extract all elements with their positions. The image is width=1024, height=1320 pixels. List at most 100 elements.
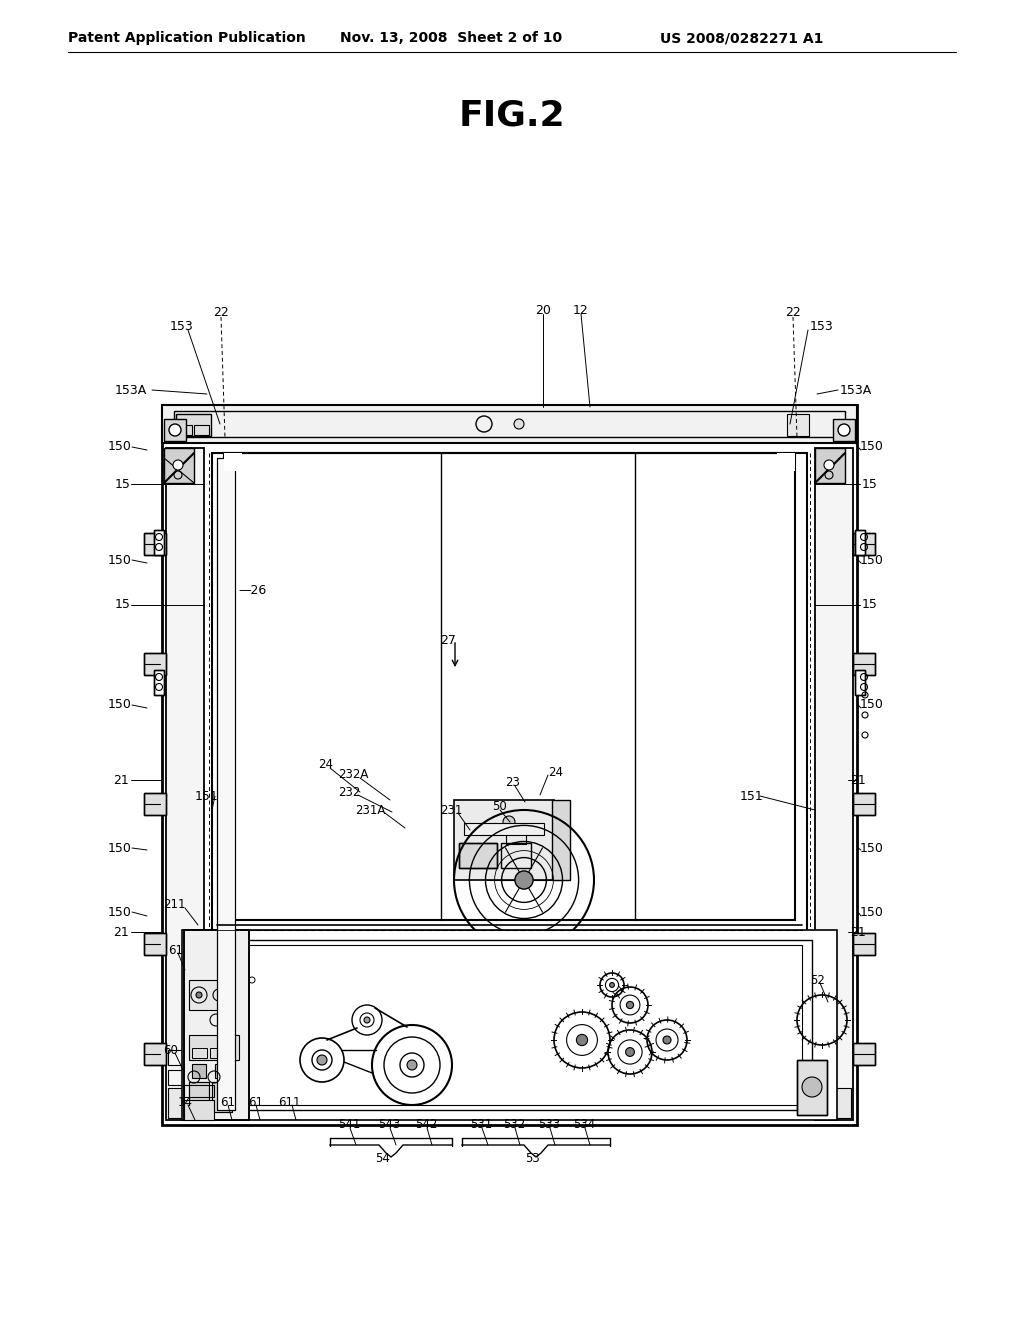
- Text: 150: 150: [108, 906, 132, 919]
- Text: 61: 61: [220, 1096, 234, 1109]
- Bar: [207, 940, 812, 1110]
- Text: 150: 150: [860, 842, 884, 854]
- Text: 150: 150: [860, 698, 884, 711]
- Circle shape: [196, 993, 202, 998]
- Bar: [144, 1043, 166, 1065]
- Bar: [459, 843, 497, 869]
- Bar: [154, 671, 164, 696]
- Text: 50: 50: [492, 800, 507, 813]
- Text: 60: 60: [163, 1044, 178, 1056]
- Text: FIG.2: FIG.2: [459, 98, 565, 132]
- Bar: [154, 531, 164, 554]
- Bar: [144, 533, 166, 554]
- Text: 150: 150: [108, 553, 132, 566]
- Bar: [154, 671, 164, 696]
- Bar: [855, 531, 865, 554]
- Bar: [217, 945, 802, 1105]
- Circle shape: [364, 1016, 370, 1023]
- Bar: [194, 425, 209, 436]
- Bar: [224, 453, 242, 471]
- Bar: [853, 793, 874, 814]
- Text: 153A: 153A: [115, 384, 147, 396]
- Bar: [501, 843, 531, 869]
- Bar: [144, 533, 166, 554]
- Bar: [189, 979, 229, 1010]
- Bar: [144, 793, 166, 814]
- Bar: [459, 843, 497, 869]
- Bar: [189, 1082, 209, 1111]
- Text: 531: 531: [470, 1118, 493, 1131]
- Bar: [853, 793, 874, 814]
- Bar: [853, 1043, 874, 1065]
- Circle shape: [663, 1036, 671, 1044]
- Circle shape: [626, 1048, 635, 1056]
- Bar: [817, 1088, 851, 1118]
- Text: 534: 534: [573, 1118, 595, 1131]
- Text: 211: 211: [163, 899, 185, 912]
- Text: 53: 53: [525, 1151, 541, 1164]
- Text: —26: —26: [238, 583, 266, 597]
- Bar: [215, 1064, 229, 1078]
- Circle shape: [317, 1055, 327, 1065]
- Bar: [454, 800, 554, 880]
- Text: 150: 150: [108, 842, 132, 854]
- Circle shape: [627, 1002, 634, 1008]
- Text: 20: 20: [535, 304, 551, 317]
- Text: 231: 231: [440, 804, 463, 817]
- Bar: [144, 653, 166, 675]
- Bar: [174, 411, 845, 437]
- Bar: [210, 1048, 225, 1059]
- Bar: [144, 653, 166, 675]
- Circle shape: [802, 1077, 822, 1097]
- Bar: [212, 453, 807, 1115]
- Bar: [189, 1082, 209, 1111]
- Text: 153: 153: [170, 321, 194, 334]
- Text: 541: 541: [338, 1118, 360, 1131]
- Bar: [177, 425, 193, 436]
- Bar: [464, 822, 544, 836]
- Text: 15: 15: [862, 478, 878, 491]
- Text: 231A: 231A: [355, 804, 385, 817]
- Text: 150: 150: [860, 553, 884, 566]
- Text: 22: 22: [785, 306, 801, 319]
- Bar: [193, 1064, 206, 1078]
- Bar: [797, 1060, 827, 1115]
- Circle shape: [824, 459, 834, 470]
- Bar: [815, 447, 853, 1119]
- Bar: [853, 533, 874, 554]
- Bar: [162, 405, 857, 1125]
- Text: 150: 150: [108, 698, 132, 711]
- Bar: [166, 447, 204, 1119]
- Text: 153A: 153A: [840, 384, 872, 396]
- Bar: [853, 533, 874, 554]
- Text: 23: 23: [505, 776, 520, 789]
- Bar: [797, 1060, 827, 1115]
- Bar: [182, 931, 837, 1119]
- Circle shape: [407, 1060, 417, 1071]
- Bar: [164, 418, 186, 441]
- Bar: [168, 1088, 202, 1118]
- Circle shape: [609, 982, 614, 987]
- Bar: [154, 531, 164, 554]
- Bar: [506, 829, 526, 843]
- Text: 14: 14: [178, 1096, 193, 1109]
- Text: Nov. 13, 2008  Sheet 2 of 10: Nov. 13, 2008 Sheet 2 of 10: [340, 30, 562, 45]
- Circle shape: [173, 459, 183, 470]
- Bar: [144, 933, 166, 954]
- Bar: [217, 458, 234, 1110]
- Bar: [184, 1085, 214, 1097]
- Bar: [853, 653, 874, 675]
- Bar: [189, 1035, 239, 1060]
- Text: 27: 27: [440, 634, 456, 647]
- Text: 61: 61: [248, 1096, 263, 1109]
- Circle shape: [514, 418, 524, 429]
- Bar: [855, 671, 865, 696]
- Text: 153: 153: [810, 321, 834, 334]
- Text: 21: 21: [113, 774, 129, 787]
- Text: 151: 151: [740, 789, 764, 803]
- Bar: [853, 933, 874, 954]
- Circle shape: [503, 816, 515, 828]
- Text: 24: 24: [548, 766, 563, 779]
- Text: 21: 21: [850, 925, 865, 939]
- Text: 232A: 232A: [338, 768, 369, 781]
